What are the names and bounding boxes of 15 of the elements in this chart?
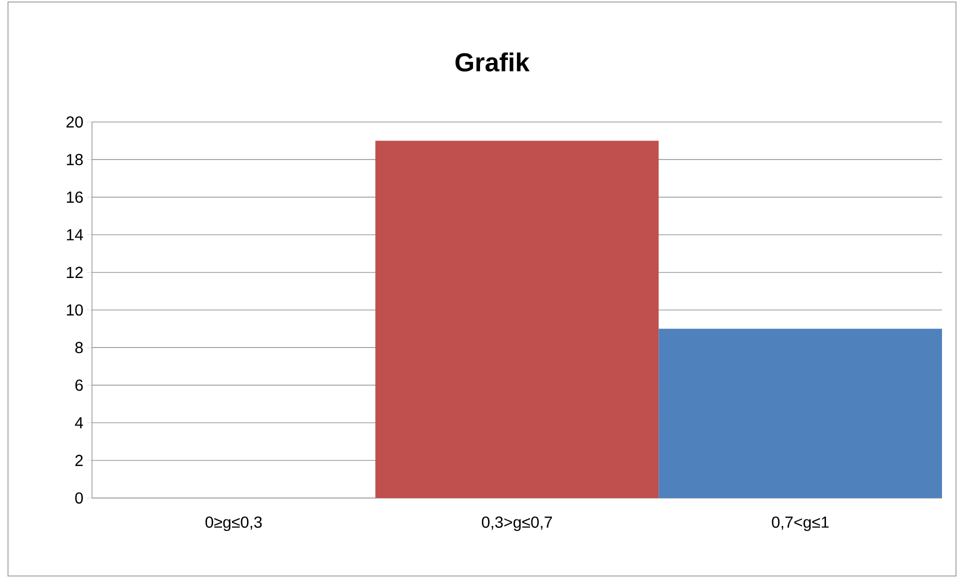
y-tick-label: 10	[66, 304, 83, 316]
y-tick-label: 16	[66, 192, 83, 203]
x-tick-label: 0≥g≤0,3	[206, 516, 262, 532]
y-tick-label: 6	[75, 380, 83, 391]
y-tick-label: 12	[66, 266, 83, 278]
y-tick-label: 20	[66, 116, 83, 128]
x-tick-label: 0,7<g≤1	[772, 516, 829, 532]
chart-title: Grafik	[455, 52, 530, 72]
y-tick-label: 2	[75, 454, 83, 466]
y-tick-label: 0	[75, 492, 83, 504]
y-tick-label: 4	[74, 417, 84, 428]
x-tick-label: 0,3>g≤0,7	[482, 516, 552, 532]
y-tick-label: 8	[75, 342, 83, 354]
y-tick-label: 14	[66, 229, 84, 240]
y-tick-label: 18	[66, 154, 83, 166]
